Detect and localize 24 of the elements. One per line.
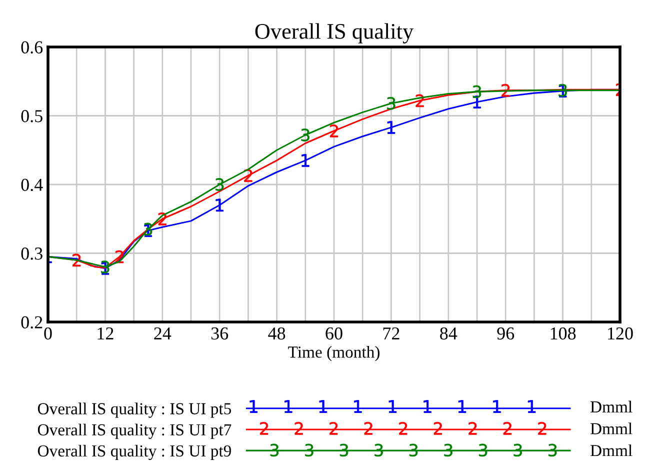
x-tick-label: 108 [550, 327, 576, 340]
y-tick-label: 0.2 [21, 316, 42, 329]
legend-label: Overall IS quality : IS UI pt7 [38, 424, 232, 439]
x-tick-label: 120 [608, 327, 633, 340]
text: Dmml [590, 422, 632, 434]
legend-label: Overall IS quality : IS UI pt9 [38, 444, 231, 460]
chart-title: Overall IS quality [255, 23, 414, 44]
x-axis-title: Time (month) [288, 346, 380, 362]
x-tick-label: 12 [98, 327, 114, 340]
x-tick-label: 36 [211, 327, 228, 340]
y-tick-label: 0.4 [21, 178, 43, 192]
text: Dmml [590, 444, 632, 456]
x-tick-label: 0 [44, 327, 52, 340]
y-tick-label: 0.5 [21, 110, 42, 122]
y-tick-label: 0.6 [21, 41, 43, 54]
x-tick-label: 84 [440, 327, 458, 340]
x-tick-label: 48 [268, 327, 286, 340]
y-tick-label: 0.3 [21, 248, 42, 260]
text: Dmml [590, 400, 632, 412]
x-tick-label: 72 [383, 327, 400, 340]
x-tick-label: 24 [154, 327, 172, 340]
x-tick-label: 60 [326, 327, 342, 340]
legend-label: Overall IS quality : IS UI pt5 [38, 402, 232, 418]
x-tick-label: 96 [497, 327, 514, 340]
